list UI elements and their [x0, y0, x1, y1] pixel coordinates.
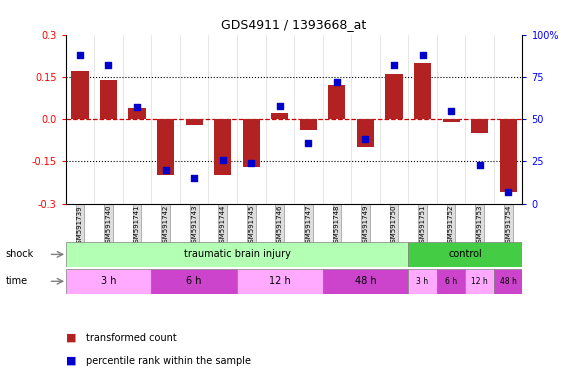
Bar	[328, 85, 345, 119]
Bar	[494, 269, 522, 294]
Text: 6 h: 6 h	[186, 276, 202, 286]
Bar	[100, 79, 117, 119]
Text: 3 h: 3 h	[100, 276, 116, 286]
Bar	[437, 269, 465, 294]
Point	[332, 79, 341, 85]
Bar	[157, 119, 174, 175]
Text: 48 h: 48 h	[355, 276, 376, 286]
Point	[104, 62, 113, 68]
Point	[304, 140, 313, 146]
Point	[161, 167, 170, 173]
Text: 3 h: 3 h	[416, 277, 429, 286]
Bar	[323, 269, 408, 294]
Point	[447, 108, 456, 114]
Bar	[443, 119, 460, 122]
Text: ■: ■	[66, 333, 80, 343]
Title: GDS4911 / 1393668_at: GDS4911 / 1393668_at	[222, 18, 367, 31]
Text: time: time	[6, 276, 28, 286]
Bar	[271, 113, 288, 119]
Point	[475, 162, 484, 168]
Text: percentile rank within the sample: percentile rank within the sample	[86, 356, 251, 366]
Text: 12 h: 12 h	[269, 276, 291, 286]
Point	[504, 189, 513, 195]
Text: ■: ■	[66, 356, 80, 366]
Bar	[66, 269, 151, 294]
Bar	[408, 242, 522, 267]
Bar	[471, 119, 488, 133]
Bar	[385, 74, 403, 119]
Point	[190, 175, 199, 181]
Bar	[414, 63, 431, 119]
Bar	[71, 71, 89, 119]
Point	[275, 103, 284, 109]
Bar	[214, 119, 231, 175]
Point	[218, 157, 227, 163]
Bar	[128, 108, 146, 119]
Bar	[408, 269, 437, 294]
Bar	[243, 119, 260, 167]
Point	[247, 160, 256, 166]
Text: 48 h: 48 h	[500, 277, 517, 286]
Bar	[66, 242, 408, 267]
Text: traumatic brain injury: traumatic brain injury	[183, 249, 291, 260]
Bar	[465, 269, 494, 294]
Point	[389, 62, 399, 68]
Point	[361, 136, 370, 142]
Point	[418, 52, 427, 58]
Bar	[357, 119, 374, 147]
Text: 6 h: 6 h	[445, 277, 457, 286]
Bar	[500, 119, 517, 192]
Bar	[186, 119, 203, 125]
Point	[75, 52, 85, 58]
Bar	[237, 269, 323, 294]
Text: control: control	[448, 249, 482, 260]
Bar	[300, 119, 317, 130]
Text: shock: shock	[6, 249, 34, 260]
Bar	[151, 269, 237, 294]
Point	[132, 104, 142, 110]
Text: 12 h: 12 h	[471, 277, 488, 286]
Text: transformed count: transformed count	[86, 333, 176, 343]
